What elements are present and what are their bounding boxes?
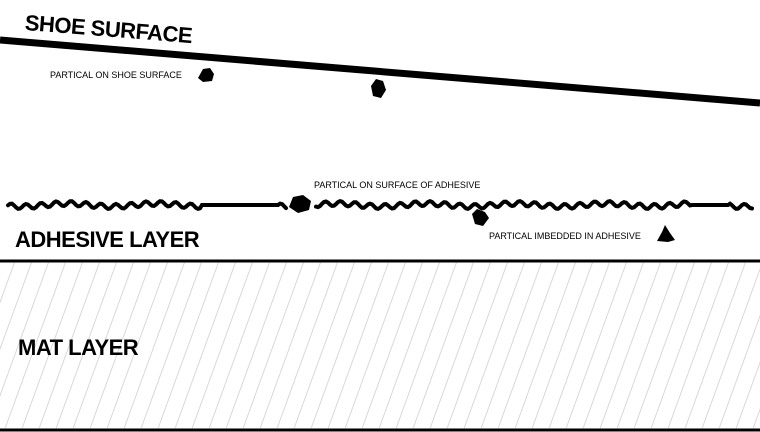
adhesive-surface-wave-right: [314, 198, 754, 212]
particle-adhesive-surface: [289, 195, 311, 213]
particle-imbedded-1: [472, 209, 489, 226]
mat-layer-title: MAT LAYER: [18, 335, 139, 360]
shoe-surface-line: [0, 36, 760, 107]
adhesive-layer-title: ADHESIVE LAYER: [15, 227, 200, 252]
mat-layer-hatch: [0, 262, 760, 428]
partical-on-adhesive-label: PARTICAL ON SURFACE OF ADHESIVE: [314, 180, 481, 190]
particle-imbedded-2: [657, 225, 675, 242]
partical-imbedded-label: PARTICAL IMBEDDED IN ADHESIVE: [489, 231, 641, 241]
adhesive-surface-wave-left: [6, 199, 288, 212]
particle-shoe-2: [371, 79, 386, 98]
particle-shoe-1: [198, 68, 214, 82]
partical-on-shoe-label: PARTICAL ON SHOE SURFACE: [50, 70, 182, 80]
